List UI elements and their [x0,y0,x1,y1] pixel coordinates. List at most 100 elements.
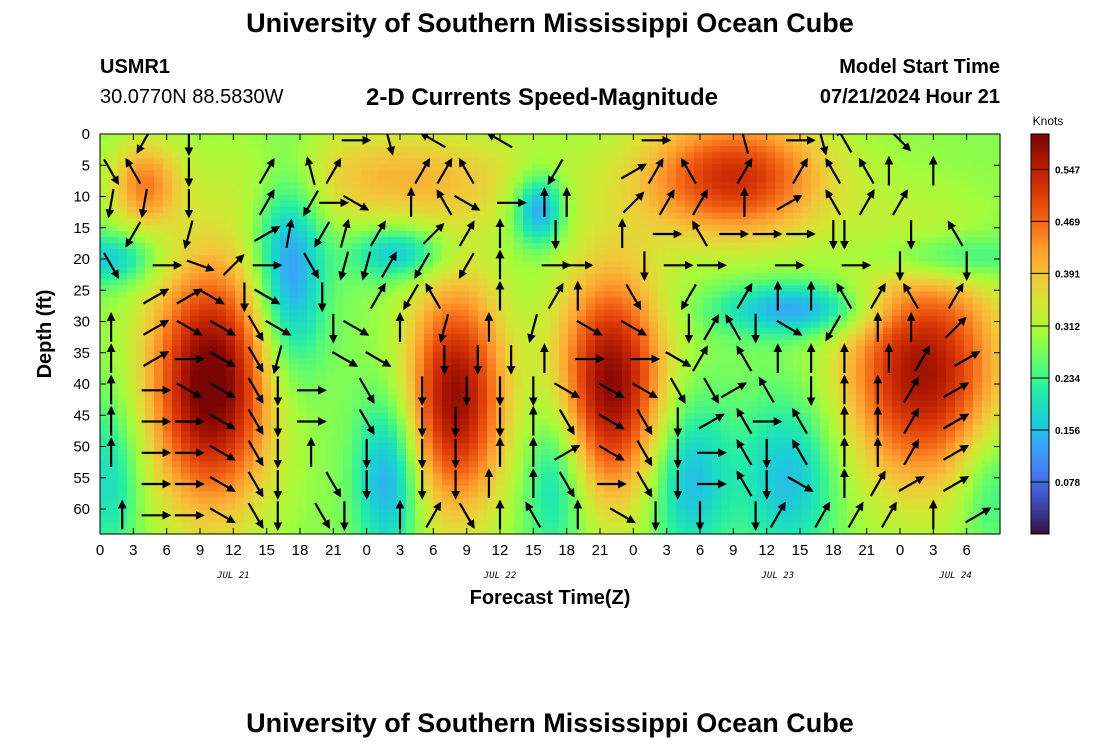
heatmap-cell [901,340,911,347]
heatmap-cell [397,218,407,226]
heatmap-cell [433,158,443,165]
heatmap-cell [703,273,713,281]
heatmap-cell [523,388,533,396]
heatmap-cell [622,237,632,244]
heatmap-cell [820,249,830,256]
heatmap-cell [361,255,371,262]
heatmap-cell [550,297,560,305]
heatmap-cell [541,146,551,153]
heatmap-cell [487,194,497,202]
heatmap-cell [685,279,695,287]
heatmap-cell [352,249,362,256]
heatmap-cell [136,279,146,287]
heatmap-cell [757,321,767,329]
heatmap-cell [766,158,776,165]
heatmap-cell [595,164,605,171]
heatmap-cell [739,261,749,268]
heatmap-cell [487,224,497,232]
heatmap-cell [424,237,434,244]
heatmap-cell [478,237,488,244]
heatmap-cell [910,352,920,359]
heatmap-cell [316,182,326,190]
heatmap-cell [622,230,632,238]
heatmap-cell [352,194,362,202]
heatmap-cell [100,327,110,335]
heatmap-cell [235,279,245,287]
heatmap-cell [136,340,146,347]
heatmap-cell [289,224,299,232]
heatmap-cell [604,424,614,432]
heatmap-cell [640,206,650,214]
heatmap-cell [433,412,443,420]
heatmap-cell [919,267,929,274]
heatmap-cell [658,285,668,293]
heatmap-cell [181,334,191,341]
heatmap-cell [208,273,218,281]
heatmap-cell [298,140,308,147]
heatmap-cell [730,273,740,281]
heatmap-cell [415,303,425,311]
heatmap-cell [784,291,794,299]
heatmap-cell [379,400,389,408]
heatmap-cell [667,346,677,353]
heatmap-cell [793,352,803,359]
heatmap-cell [442,176,452,184]
heatmap-cell [262,364,272,371]
heatmap-cell [397,364,407,371]
heatmap-cell [829,424,839,432]
heatmap-cell [793,164,803,171]
heatmap-cell [154,340,164,347]
heatmap-cell [217,164,227,171]
heatmap-cell [928,194,938,202]
heatmap-cell [685,267,695,274]
heatmap-cell [397,406,407,414]
heatmap-cell [559,424,569,432]
heatmap-cell [793,158,803,165]
heatmap-cell [451,340,461,347]
heatmap-cell [298,206,308,214]
heatmap-cell [226,237,236,244]
heatmap-cell [658,303,668,311]
heatmap-cell [226,364,236,371]
heatmap-cell [766,303,776,311]
heatmap-cell [478,309,488,317]
heatmap-cell [694,152,704,159]
heatmap-cell [982,321,992,329]
heatmap-cell [415,376,425,384]
heatmap-cell [892,194,902,202]
heatmap-cell [802,224,812,232]
heatmap-cell [766,164,776,171]
heatmap-cell [883,164,893,171]
heatmap-cell [811,243,821,250]
heatmap-cell [172,303,182,311]
heatmap-cell [244,224,254,232]
heatmap-cell [127,382,137,390]
heatmap-cell [442,255,452,262]
heatmap-cell [361,346,371,353]
heatmap-cell [838,267,848,274]
heatmap-cell [343,352,353,359]
heatmap-cell [172,182,182,190]
heatmap-cell [766,279,776,287]
heatmap-cell [370,273,380,281]
heatmap-cell [433,418,443,426]
heatmap-cell [271,382,281,390]
heatmap-cell [244,134,254,141]
heatmap-cell [721,200,731,208]
heatmap-cell [775,152,785,159]
heatmap-cell [973,273,983,281]
heatmap-cell [928,212,938,220]
heatmap-cell [541,164,551,171]
heatmap-cell [856,358,866,365]
heatmap-cell [109,370,119,378]
heatmap-cell [928,334,938,341]
heatmap-cell [532,152,542,159]
heatmap-cell [100,249,110,256]
heatmap-cell [937,176,947,184]
heatmap-cell [577,297,587,305]
heatmap-cell [181,394,191,402]
heatmap-cell [208,194,218,202]
heatmap-cell [118,394,128,402]
heatmap-cell [685,364,695,371]
heatmap-cell [199,315,209,323]
